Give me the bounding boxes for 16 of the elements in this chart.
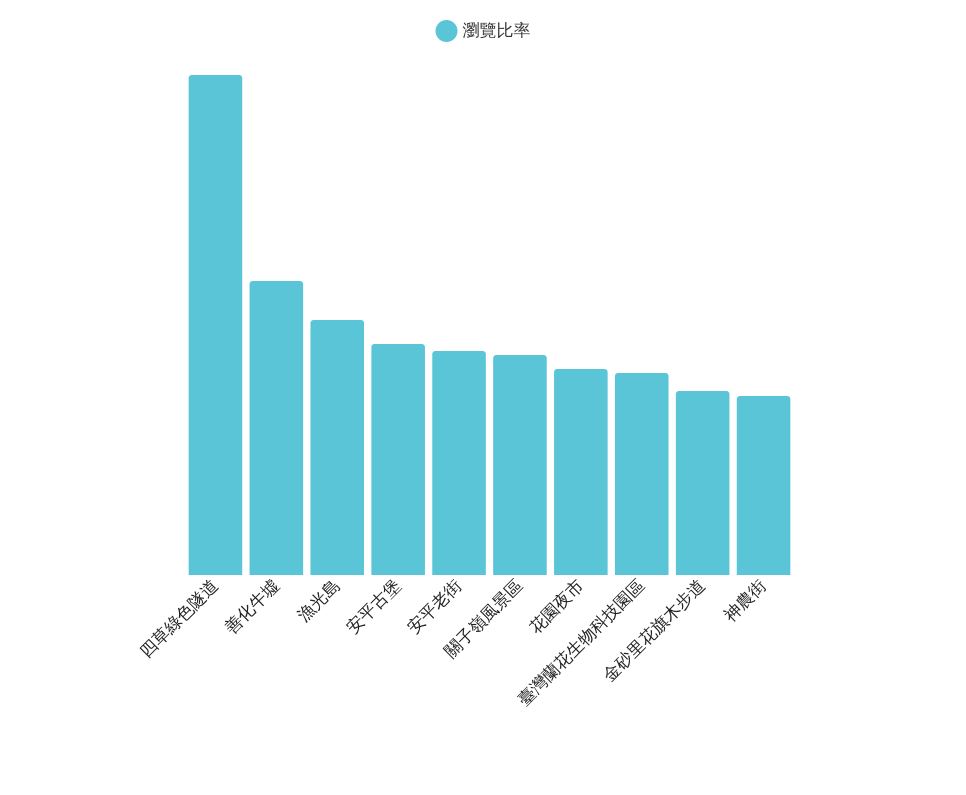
x-tick-label: 漁光島 — [294, 576, 344, 626]
bar — [310, 320, 364, 575]
x-tick-label: 善化牛墟 — [221, 576, 284, 638]
bar — [676, 391, 730, 575]
legend-label: 瀏覽比率 — [462, 21, 530, 41]
bar — [188, 75, 242, 575]
bar — [250, 281, 304, 575]
bar — [614, 373, 669, 575]
bar — [371, 344, 425, 575]
x-tick-label: 安平古堡 — [342, 576, 406, 638]
bar — [736, 396, 790, 575]
bar — [554, 369, 608, 575]
x-tick-label: 神農街 — [720, 576, 771, 626]
bar — [432, 351, 486, 575]
x-tick-label: 四草綠色隧道 — [136, 576, 223, 662]
bar — [493, 355, 547, 575]
